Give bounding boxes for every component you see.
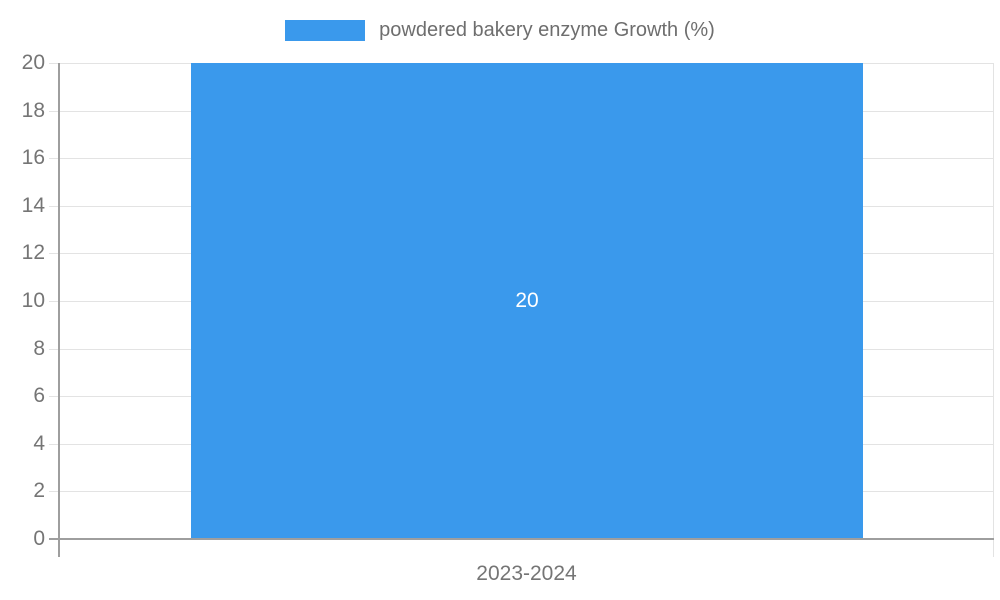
bar-value-label: 20 <box>515 289 539 312</box>
x-axis-line <box>49 538 994 540</box>
x-tick-label: 2023-2024 <box>476 562 577 585</box>
y-tick-label: 0 <box>33 527 45 550</box>
plot-area: 20 18 16 14 12 10 8 6 4 2 0 20 <box>0 51 1000 557</box>
y-tick-label: 4 <box>33 431 45 455</box>
y-tick-label: 14 <box>21 193 45 217</box>
y-tick-label: 20 <box>21 51 45 74</box>
bar-2023-2024[interactable]: 20 <box>191 63 863 539</box>
y-tick-label: 16 <box>21 146 45 170</box>
y-tick-label: 8 <box>33 336 45 360</box>
y-tick-label: 18 <box>21 98 45 122</box>
y-tick-label: 12 <box>21 241 45 265</box>
right-boundary-gridline <box>993 63 994 557</box>
legend-swatch <box>285 19 366 41</box>
y-axis-line <box>58 63 60 557</box>
y-tick-label: 2 <box>33 479 45 503</box>
y-tick-label: 10 <box>21 289 45 312</box>
legend-item[interactable]: powdered bakery enzyme Growth (%) <box>0 18 1000 42</box>
y-tick-label: 6 <box>33 384 45 408</box>
legend-label: powdered bakery enzyme Growth (%) <box>379 19 715 41</box>
